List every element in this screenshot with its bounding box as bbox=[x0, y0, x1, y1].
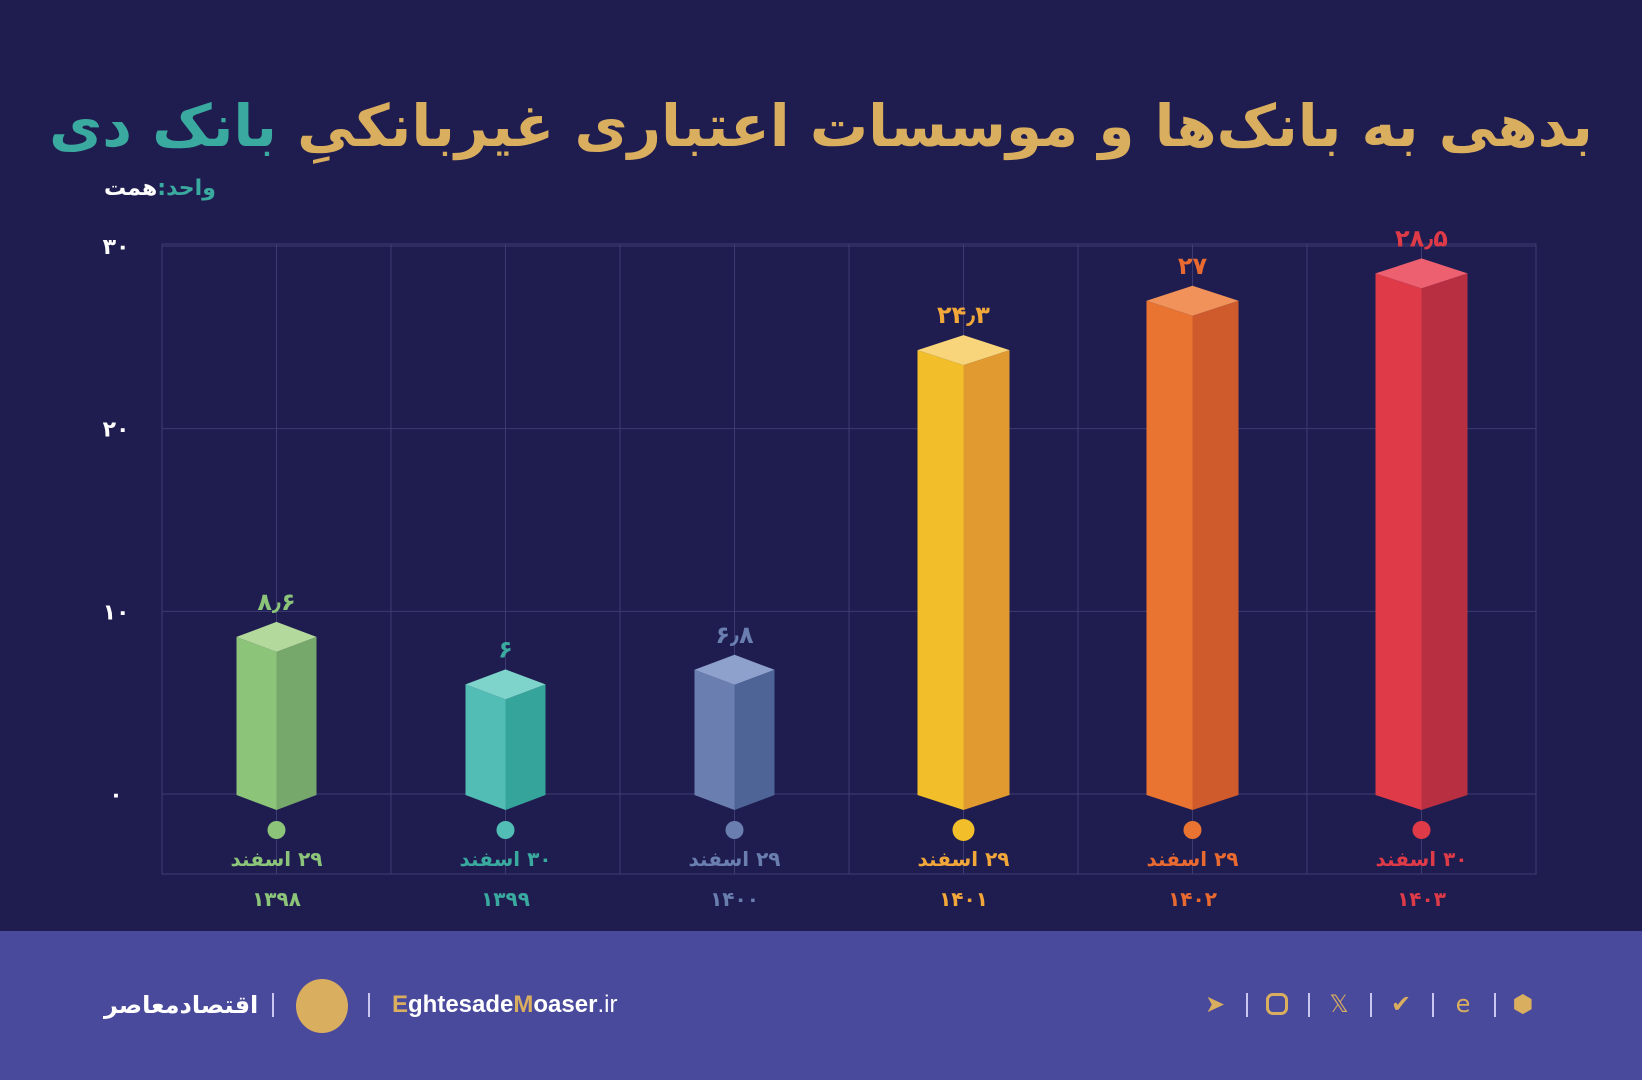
data-label: ۶ bbox=[498, 635, 513, 663]
divider bbox=[1494, 993, 1496, 1017]
data-label: ۸٫۶ bbox=[257, 588, 295, 616]
x-tick-date: ۲۹ اسفند bbox=[1146, 847, 1238, 871]
category-dot bbox=[725, 821, 744, 839]
bar-top bbox=[694, 654, 775, 685]
x-tick-date: ۲۹ اسفند bbox=[688, 847, 780, 871]
telegram-icon[interactable]: ➤ bbox=[1204, 990, 1226, 1018]
data-label: ۲۴٫۳ bbox=[937, 301, 990, 329]
x-tick-year: ۱۴۰۲ bbox=[1168, 887, 1217, 911]
bar-top bbox=[236, 621, 317, 652]
x-tick-year: ۱۴۰۱ bbox=[939, 887, 988, 911]
bar-front bbox=[1146, 300, 1193, 810]
divider bbox=[1246, 993, 1248, 1017]
bar-front bbox=[465, 684, 506, 810]
data-label: ۶٫۸ bbox=[715, 621, 754, 649]
bar-chart: ۰ ۱۰ ۲۰ ۳۰ ۸٫۶ ۲۹ اسفند ۱۳۹۸ ۶ ۳۰ اسفند ۱۳۹۹ ۶٫۸ ۲۹… bbox=[103, 224, 1537, 911]
divider bbox=[1308, 993, 1310, 1017]
title-accent: بانک دی bbox=[49, 92, 278, 160]
bar-front bbox=[1375, 273, 1422, 810]
divider bbox=[1370, 993, 1372, 1017]
x-tick-date: ۲۹ اسفند bbox=[917, 847, 1009, 871]
divider bbox=[368, 993, 370, 1017]
title-main: بدهی به بانک‌ها و موسسات اعتباری غیربانک… bbox=[297, 92, 1594, 160]
bar-front bbox=[694, 669, 735, 810]
chart-title: بدهی به بانک‌ها و موسسات اعتباری غیربانک… bbox=[0, 92, 1642, 160]
instagram-icon[interactable] bbox=[1262, 989, 1292, 1019]
unit-label: واحد:همت bbox=[104, 176, 216, 201]
y-tick-label: ۱۰ bbox=[103, 600, 130, 625]
brand-name: اقتصادمعاصر bbox=[104, 991, 259, 1019]
logo-icon bbox=[296, 979, 348, 1033]
bar-side bbox=[734, 669, 775, 810]
x-tick-year: ۱۳۹۸ bbox=[252, 887, 301, 911]
x-tick-year: ۱۴۰۳ bbox=[1397, 887, 1446, 911]
x-tick-date: ۲۹ اسفند bbox=[230, 847, 322, 871]
bar-side bbox=[963, 350, 1010, 810]
bar-top bbox=[1375, 258, 1468, 289]
unit-key: واحد: bbox=[157, 176, 216, 201]
website-link[interactable]: EghtesadeMoaser.ir bbox=[392, 991, 618, 1018]
x-tick-date: ۳۰ اسفند bbox=[459, 847, 551, 871]
bar-side bbox=[505, 684, 546, 810]
bar-front bbox=[917, 350, 964, 810]
category-dot bbox=[496, 821, 515, 839]
x-tick-year: ۱۴۰۰ bbox=[710, 887, 759, 911]
bar-top bbox=[465, 669, 546, 700]
unit-value: همت bbox=[104, 176, 158, 201]
bale-icon[interactable]: ⬢ bbox=[1512, 990, 1534, 1018]
category-dot bbox=[952, 819, 975, 841]
bar-side bbox=[276, 636, 317, 810]
data-label: ۲۸٫۵ bbox=[1395, 224, 1448, 252]
x-tick-year: ۱۳۹۹ bbox=[481, 887, 530, 911]
category-dot bbox=[1412, 821, 1431, 839]
x-icon[interactable]: 𝕏 bbox=[1329, 990, 1349, 1018]
category-dot bbox=[267, 821, 286, 839]
footer: اقتصادمعاصر EghtesadeMoaser.ir ➤ 𝕏 ✔ e ⬢ bbox=[0, 931, 1642, 1080]
divider bbox=[1432, 993, 1434, 1017]
data-label: ۲۷ bbox=[1178, 252, 1208, 280]
bar-top bbox=[917, 335, 1010, 366]
y-tick-label: ۰ bbox=[109, 783, 122, 808]
bar-front bbox=[236, 636, 277, 810]
bar-top bbox=[1146, 285, 1239, 316]
x-tick-date: ۳۰ اسفند bbox=[1375, 847, 1467, 871]
rubika-icon[interactable]: e bbox=[1455, 990, 1471, 1018]
bar-side bbox=[1192, 300, 1239, 810]
category-dot bbox=[1183, 821, 1202, 839]
divider bbox=[272, 993, 274, 1017]
y-tick-label: ۲۰ bbox=[103, 418, 130, 443]
y-tick-label: ۳۰ bbox=[103, 235, 130, 260]
bar-side bbox=[1421, 273, 1468, 810]
eitaa-icon[interactable]: ✔ bbox=[1390, 990, 1412, 1018]
